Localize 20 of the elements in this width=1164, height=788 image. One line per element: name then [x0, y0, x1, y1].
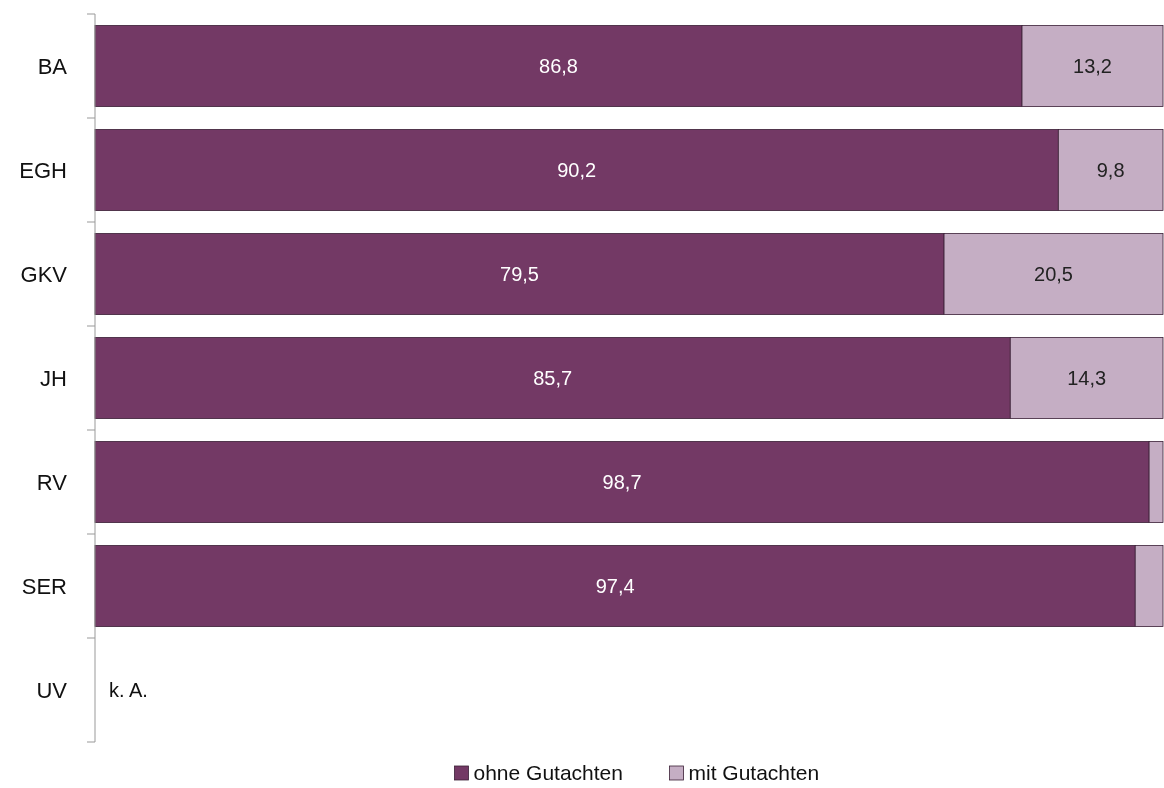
- legend-label: mit Gutachten: [688, 761, 820, 785]
- data-label: 98,7: [602, 471, 642, 493]
- data-label: 90,2: [557, 159, 597, 181]
- data-label: 14,3: [1067, 367, 1107, 389]
- y-tick-label: SER: [21, 573, 67, 599]
- data-label: 79,5: [500, 263, 539, 285]
- y-tick-label: UV: [36, 677, 68, 703]
- y-tick-label: RV: [36, 469, 68, 495]
- y-tick-label: BA: [37, 53, 68, 79]
- data-label: 13,2: [1073, 55, 1112, 77]
- data-label: 86,8: [539, 55, 578, 77]
- y-tick-label: GKV: [20, 261, 68, 287]
- data-label: 85,7: [533, 367, 573, 389]
- annotation: k. A.: [109, 679, 148, 701]
- data-label: 9,8: [1096, 159, 1125, 181]
- y-tick-label: EGH: [19, 157, 67, 183]
- data-label: 20,5: [1034, 263, 1073, 285]
- legend-label: ohne Gutachten: [473, 761, 623, 785]
- y-tick-label: JH: [40, 365, 67, 391]
- data-label: 97,4: [595, 575, 635, 597]
